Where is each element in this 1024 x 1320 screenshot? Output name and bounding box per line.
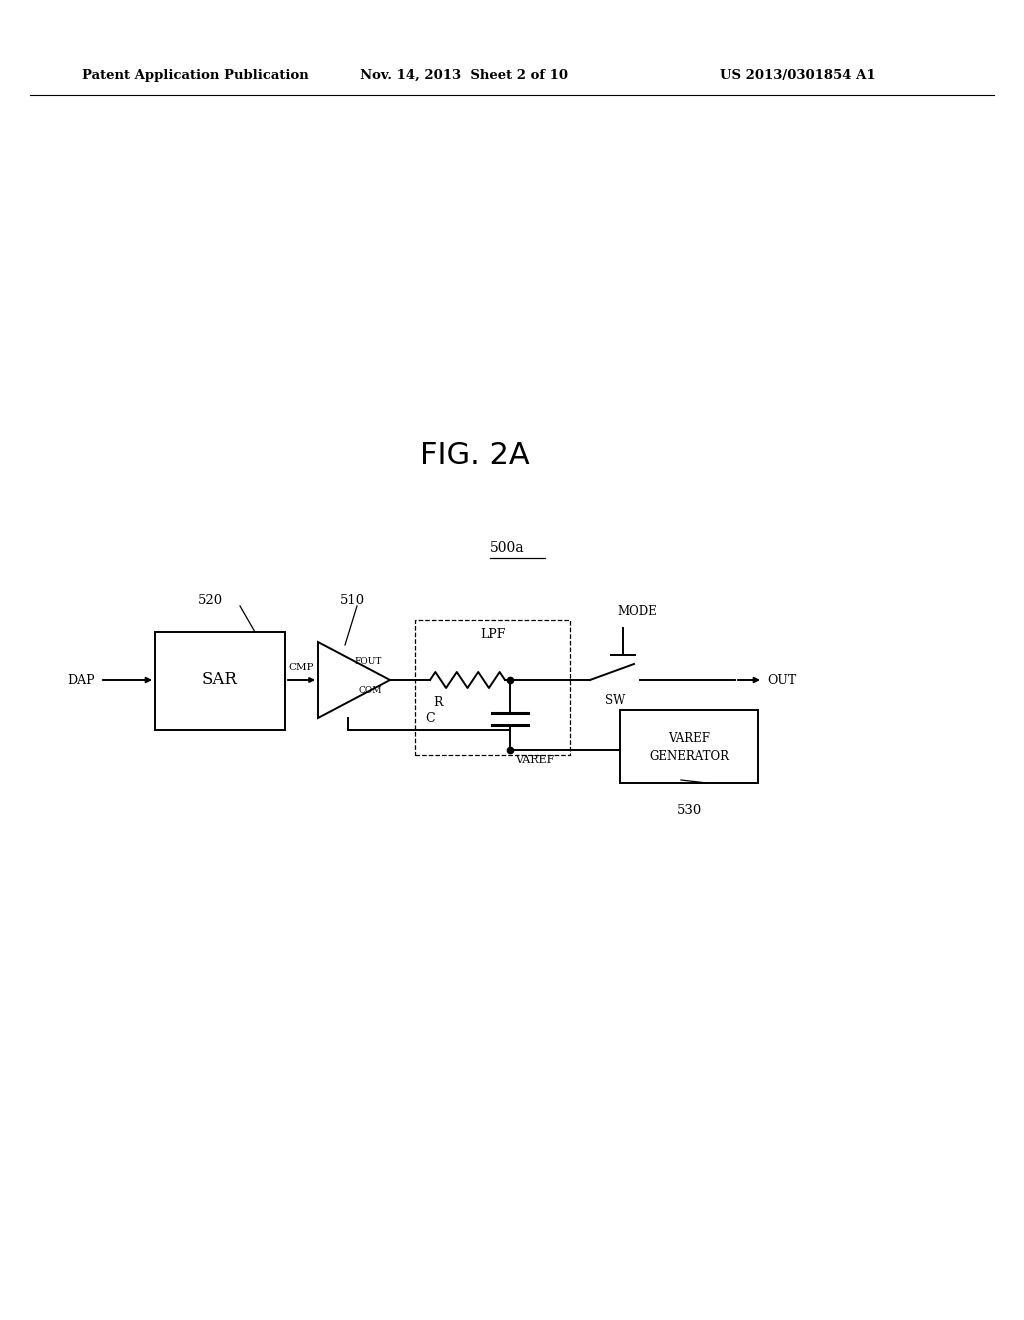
Text: VAREF: VAREF xyxy=(515,755,554,766)
Text: MODE: MODE xyxy=(617,605,656,618)
Bar xyxy=(155,632,285,730)
Text: 510: 510 xyxy=(339,594,365,606)
Text: Nov. 14, 2013  Sheet 2 of 10: Nov. 14, 2013 Sheet 2 of 10 xyxy=(360,69,568,82)
Text: US 2013/0301854 A1: US 2013/0301854 A1 xyxy=(720,69,876,82)
Polygon shape xyxy=(318,642,390,718)
Text: 520: 520 xyxy=(198,594,222,606)
Text: FOUT: FOUT xyxy=(354,657,382,667)
Text: R: R xyxy=(433,696,442,709)
Text: GENERATOR: GENERATOR xyxy=(649,750,729,763)
Text: LPF: LPF xyxy=(480,628,505,642)
Text: SW: SW xyxy=(605,694,625,708)
Text: COM: COM xyxy=(358,686,382,696)
Text: SAR: SAR xyxy=(202,672,238,689)
Text: 530: 530 xyxy=(677,804,701,817)
Text: 500a: 500a xyxy=(490,541,524,554)
Text: Patent Application Publication: Patent Application Publication xyxy=(82,69,309,82)
Bar xyxy=(415,620,570,755)
Text: DAP: DAP xyxy=(68,673,95,686)
Text: FIG. 2A: FIG. 2A xyxy=(420,441,529,470)
Text: CMP: CMP xyxy=(289,663,314,672)
Text: OUT: OUT xyxy=(767,673,797,686)
Text: C: C xyxy=(425,711,434,725)
Text: VAREF: VAREF xyxy=(668,733,710,744)
Bar xyxy=(620,710,758,783)
